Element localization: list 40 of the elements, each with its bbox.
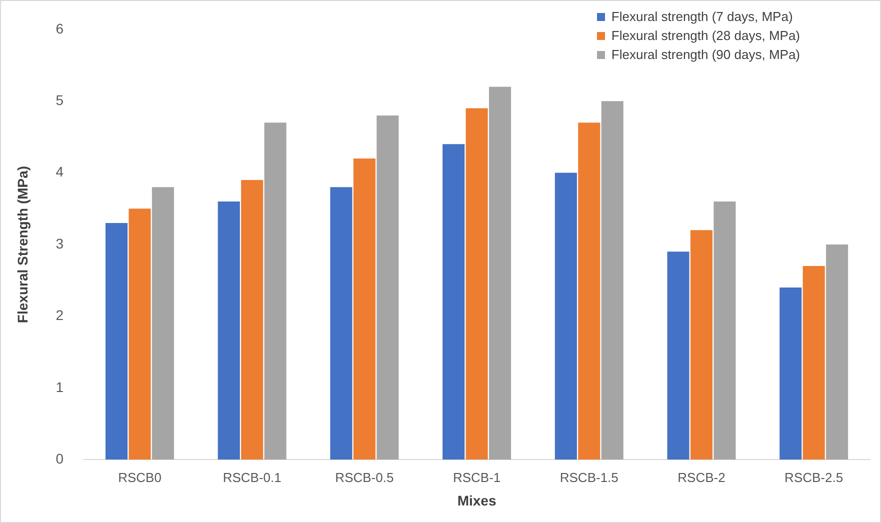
x-tick-label: RSCB-0.5	[335, 470, 394, 485]
y-tick-label: 4	[56, 164, 64, 180]
bar	[780, 288, 802, 460]
bar	[330, 187, 352, 460]
bar	[826, 244, 848, 460]
bar	[554, 172, 577, 460]
y-tick-label: 5	[56, 92, 64, 108]
bar	[152, 187, 174, 460]
x-tick-label: RSCB-1	[452, 470, 501, 485]
legend-label: Flexural strength (28 days, MPa)	[611, 28, 800, 43]
bar	[241, 180, 264, 460]
x-tick-label: RSCB-2.5	[784, 470, 844, 485]
bar	[106, 222, 128, 460]
y-tick-label: 2	[56, 307, 64, 324]
bar	[488, 86, 512, 460]
bar	[667, 252, 690, 460]
y-tick-label: 1	[56, 378, 64, 395]
bar	[601, 101, 624, 460]
x-tick-label: RSCB0	[118, 470, 162, 485]
bar	[578, 122, 600, 460]
bar	[264, 122, 286, 460]
bar	[690, 230, 713, 460]
bar	[218, 201, 240, 460]
bar	[376, 115, 399, 460]
x-axis-title: Mixes	[457, 492, 496, 508]
legend-label: Flexural strength (90 days, MPa)	[611, 47, 800, 62]
bar	[353, 158, 376, 460]
x-tick-label: RSCB-0.1	[222, 470, 282, 485]
y-axis-title: Flexural Strength (MPa)	[14, 166, 30, 324]
bar	[128, 208, 151, 460]
bar	[442, 144, 465, 460]
x-tick-label: RSCB-1.5	[560, 470, 618, 485]
x-tick-label: RSCB-2	[678, 470, 726, 485]
bar	[802, 266, 825, 460]
y-tick-label: 0	[56, 450, 64, 466]
bar	[466, 108, 488, 460]
y-tick-label: 3	[56, 235, 64, 252]
legend-label: Flexural strength (7 days, MPa)	[611, 9, 793, 24]
y-tick-label: 6	[56, 20, 64, 36]
bar	[714, 201, 736, 460]
